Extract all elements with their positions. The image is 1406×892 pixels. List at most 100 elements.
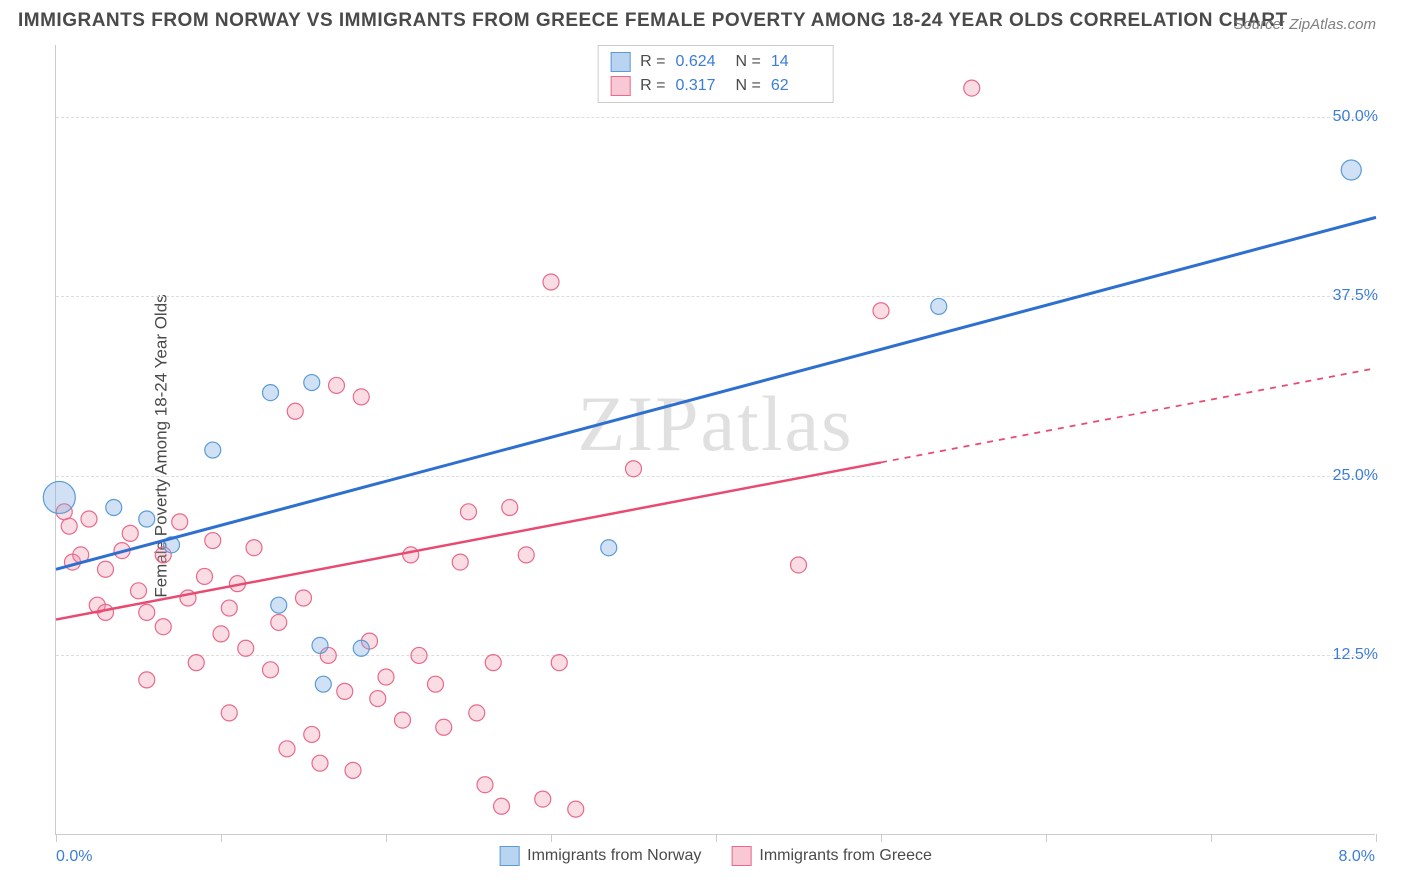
scatter-point bbox=[370, 691, 386, 707]
scatter-point bbox=[353, 389, 369, 405]
source-attribution: Source: ZipAtlas.com bbox=[1233, 16, 1376, 33]
scatter-point bbox=[315, 676, 331, 692]
scatter-point bbox=[131, 583, 147, 599]
x-tick bbox=[221, 834, 222, 842]
stats-row: R = 0.317 N = 62 bbox=[610, 74, 821, 98]
trend-line bbox=[56, 217, 1376, 569]
x-tick bbox=[716, 834, 717, 842]
stats-n-label: N = bbox=[736, 77, 761, 95]
stats-swatch bbox=[610, 52, 630, 72]
scatter-point bbox=[238, 640, 254, 656]
scatter-point bbox=[205, 533, 221, 549]
scatter-point bbox=[436, 719, 452, 735]
scatter-point bbox=[304, 726, 320, 742]
stats-row: R = 0.624 N = 14 bbox=[610, 50, 821, 74]
x-tick bbox=[1046, 834, 1047, 842]
stats-r-label: R = bbox=[640, 53, 665, 71]
scatter-point bbox=[312, 637, 328, 653]
scatter-point bbox=[139, 604, 155, 620]
scatter-point bbox=[353, 640, 369, 656]
scatter-point bbox=[61, 518, 77, 534]
stats-r-value: 0.317 bbox=[676, 77, 726, 95]
legend-label: Immigrants from Norway bbox=[527, 847, 701, 865]
scatter-point bbox=[337, 683, 353, 699]
scatter-point bbox=[221, 600, 237, 616]
scatter-point bbox=[263, 385, 279, 401]
scatter-point bbox=[378, 669, 394, 685]
scatter-point bbox=[551, 655, 567, 671]
trend-line bbox=[56, 462, 881, 619]
scatter-point bbox=[296, 590, 312, 606]
scatter-point bbox=[172, 514, 188, 530]
scatter-point bbox=[568, 801, 584, 817]
legend-label: Immigrants from Greece bbox=[759, 847, 931, 865]
stats-swatch bbox=[610, 76, 630, 96]
scatter-point bbox=[535, 791, 551, 807]
stats-n-value: 62 bbox=[771, 77, 821, 95]
scatter-point bbox=[81, 511, 97, 527]
legend-item: Immigrants from Norway bbox=[499, 846, 701, 866]
scatter-point bbox=[279, 741, 295, 757]
scatter-point bbox=[494, 798, 510, 814]
scatter-point bbox=[1341, 160, 1361, 180]
scatter-point bbox=[502, 500, 518, 516]
scatter-point bbox=[106, 500, 122, 516]
scatter-point bbox=[287, 403, 303, 419]
x-tick bbox=[1211, 834, 1212, 842]
trend-line-dashed bbox=[881, 368, 1376, 462]
scatter-point bbox=[43, 481, 75, 513]
scatter-point bbox=[329, 377, 345, 393]
x-axis-max-label: 8.0% bbox=[1339, 848, 1375, 866]
legend-swatch bbox=[731, 846, 751, 866]
chart-title: IMMIGRANTS FROM NORWAY VS IMMIGRANTS FRO… bbox=[18, 10, 1288, 32]
chart-svg bbox=[56, 45, 1375, 834]
scatter-point bbox=[403, 547, 419, 563]
scatter-point bbox=[428, 676, 444, 692]
stats-n-label: N = bbox=[736, 53, 761, 71]
scatter-point bbox=[197, 568, 213, 584]
x-tick bbox=[551, 834, 552, 842]
scatter-point bbox=[312, 755, 328, 771]
x-tick bbox=[881, 834, 882, 842]
scatter-point bbox=[469, 705, 485, 721]
scatter-point bbox=[791, 557, 807, 573]
scatter-point bbox=[518, 547, 534, 563]
scatter-point bbox=[485, 655, 501, 671]
stats-r-value: 0.624 bbox=[676, 53, 726, 71]
scatter-point bbox=[188, 655, 204, 671]
scatter-point bbox=[964, 80, 980, 96]
scatter-point bbox=[271, 614, 287, 630]
stats-box: R = 0.624 N = 14 R = 0.317 N = 62 bbox=[597, 45, 834, 103]
scatter-point bbox=[155, 619, 171, 635]
scatter-point bbox=[139, 672, 155, 688]
scatter-point bbox=[98, 561, 114, 577]
scatter-point bbox=[271, 597, 287, 613]
x-tick bbox=[56, 834, 57, 842]
scatter-point bbox=[395, 712, 411, 728]
scatter-point bbox=[411, 647, 427, 663]
scatter-point bbox=[246, 540, 262, 556]
scatter-point bbox=[601, 540, 617, 556]
x-tick bbox=[1376, 834, 1377, 842]
scatter-point bbox=[122, 525, 138, 541]
scatter-point bbox=[213, 626, 229, 642]
x-tick bbox=[386, 834, 387, 842]
legend-swatch bbox=[499, 846, 519, 866]
scatter-point bbox=[461, 504, 477, 520]
scatter-point bbox=[931, 298, 947, 314]
scatter-point bbox=[873, 303, 889, 319]
scatter-point bbox=[205, 442, 221, 458]
scatter-point bbox=[304, 375, 320, 391]
x-axis-min-label: 0.0% bbox=[56, 848, 92, 866]
legend-item: Immigrants from Greece bbox=[731, 846, 931, 866]
stats-r-label: R = bbox=[640, 77, 665, 95]
plot-area: ZIPatlas 12.5%25.0%37.5%50.0% 0.0% 8.0% … bbox=[55, 45, 1375, 835]
scatter-point bbox=[477, 777, 493, 793]
scatter-point bbox=[543, 274, 559, 290]
scatter-point bbox=[263, 662, 279, 678]
bottom-legend: Immigrants from Norway Immigrants from Gr… bbox=[499, 846, 932, 866]
scatter-point bbox=[221, 705, 237, 721]
scatter-point bbox=[626, 461, 642, 477]
scatter-point bbox=[345, 762, 361, 778]
stats-n-value: 14 bbox=[771, 53, 821, 71]
